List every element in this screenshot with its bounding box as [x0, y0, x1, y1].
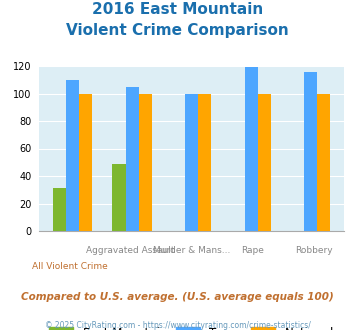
Bar	[304, 72, 317, 231]
Text: Aggravated Assault: Aggravated Assault	[86, 246, 175, 255]
Bar	[258, 93, 271, 231]
Bar	[53, 188, 66, 231]
Text: 2016 East Mountain: 2016 East Mountain	[92, 2, 263, 16]
Bar	[113, 164, 126, 231]
Bar	[317, 93, 331, 231]
Text: Compared to U.S. average. (U.S. average equals 100): Compared to U.S. average. (U.S. average …	[21, 292, 334, 302]
Bar	[185, 93, 198, 231]
Bar	[198, 93, 211, 231]
Text: Murder & Mans...: Murder & Mans...	[153, 246, 230, 255]
Bar	[79, 93, 92, 231]
Bar	[245, 67, 258, 231]
Text: © 2025 CityRating.com - https://www.cityrating.com/crime-statistics/: © 2025 CityRating.com - https://www.city…	[45, 321, 310, 330]
Text: Robbery: Robbery	[295, 246, 333, 255]
Text: All Violent Crime: All Violent Crime	[32, 262, 108, 271]
Text: Rape: Rape	[241, 246, 264, 255]
Legend: East Mountain, Texas, National: East Mountain, Texas, National	[45, 323, 339, 330]
Bar	[126, 86, 139, 231]
Bar	[139, 93, 152, 231]
Text: Violent Crime Comparison: Violent Crime Comparison	[66, 23, 289, 38]
Bar	[66, 80, 79, 231]
